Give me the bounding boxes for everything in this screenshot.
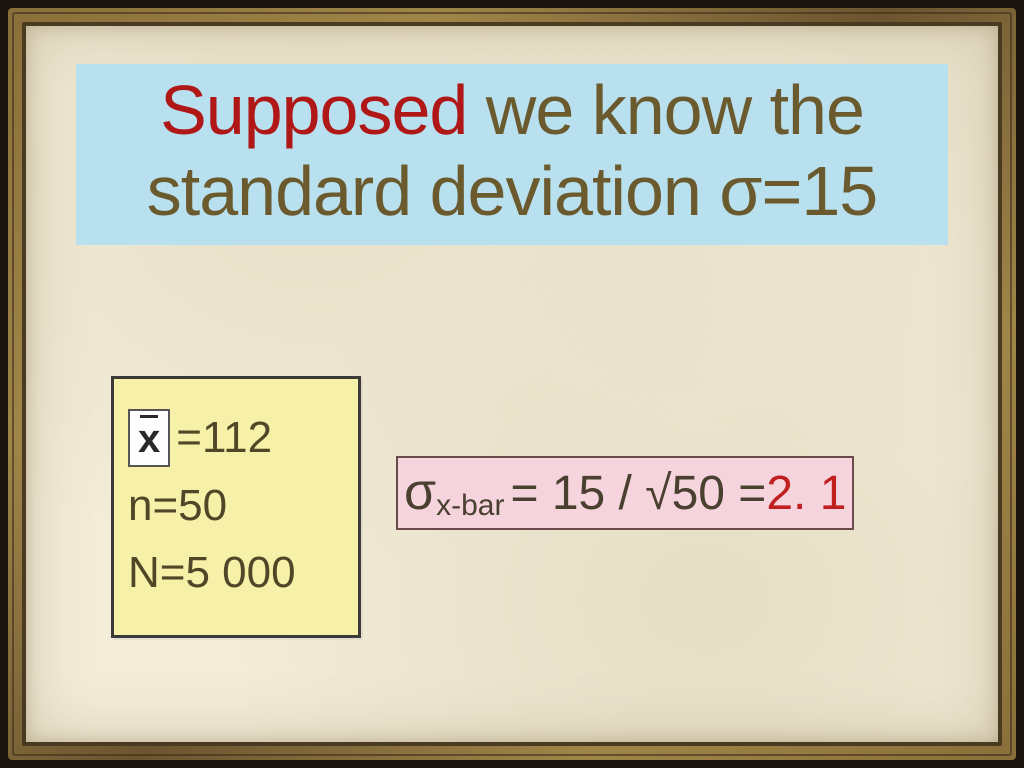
gold-frame: Supposed we know the standard deviation … xyxy=(8,8,1016,760)
title-line-2: standard deviation σ=15 xyxy=(94,151,930,232)
title-emphasis: Supposed xyxy=(160,71,467,149)
title-rest-1: we know the xyxy=(467,71,864,149)
n-row: n=50 xyxy=(128,477,344,534)
title-line-1: Supposed we know the xyxy=(94,70,930,151)
xbar-value: =112 xyxy=(176,409,272,466)
formula-box: σx-bar = 15 / √50 = 2. 1 xyxy=(396,456,854,530)
xbar-symbol: x xyxy=(128,409,170,467)
outer-frame: Supposed we know the standard deviation … xyxy=(0,0,1024,768)
sigma-subscript: x-bar xyxy=(436,489,504,523)
sigma-symbol: σ xyxy=(404,462,436,522)
slide-paper: Supposed we know the standard deviation … xyxy=(26,26,998,742)
xbar-row: x =112 xyxy=(128,409,344,467)
formula-result: 2. 1 xyxy=(766,466,846,521)
xbar-overline xyxy=(140,415,158,418)
inner-frame-line: Supposed we know the standard deviation … xyxy=(22,22,1002,746)
population-n-row: N=5 000 xyxy=(128,544,344,601)
given-data-box: x =112 n=50 N=5 000 xyxy=(111,376,361,638)
formula-body: = 15 / √50 = xyxy=(510,466,766,521)
title-box: Supposed we know the standard deviation … xyxy=(76,64,948,245)
